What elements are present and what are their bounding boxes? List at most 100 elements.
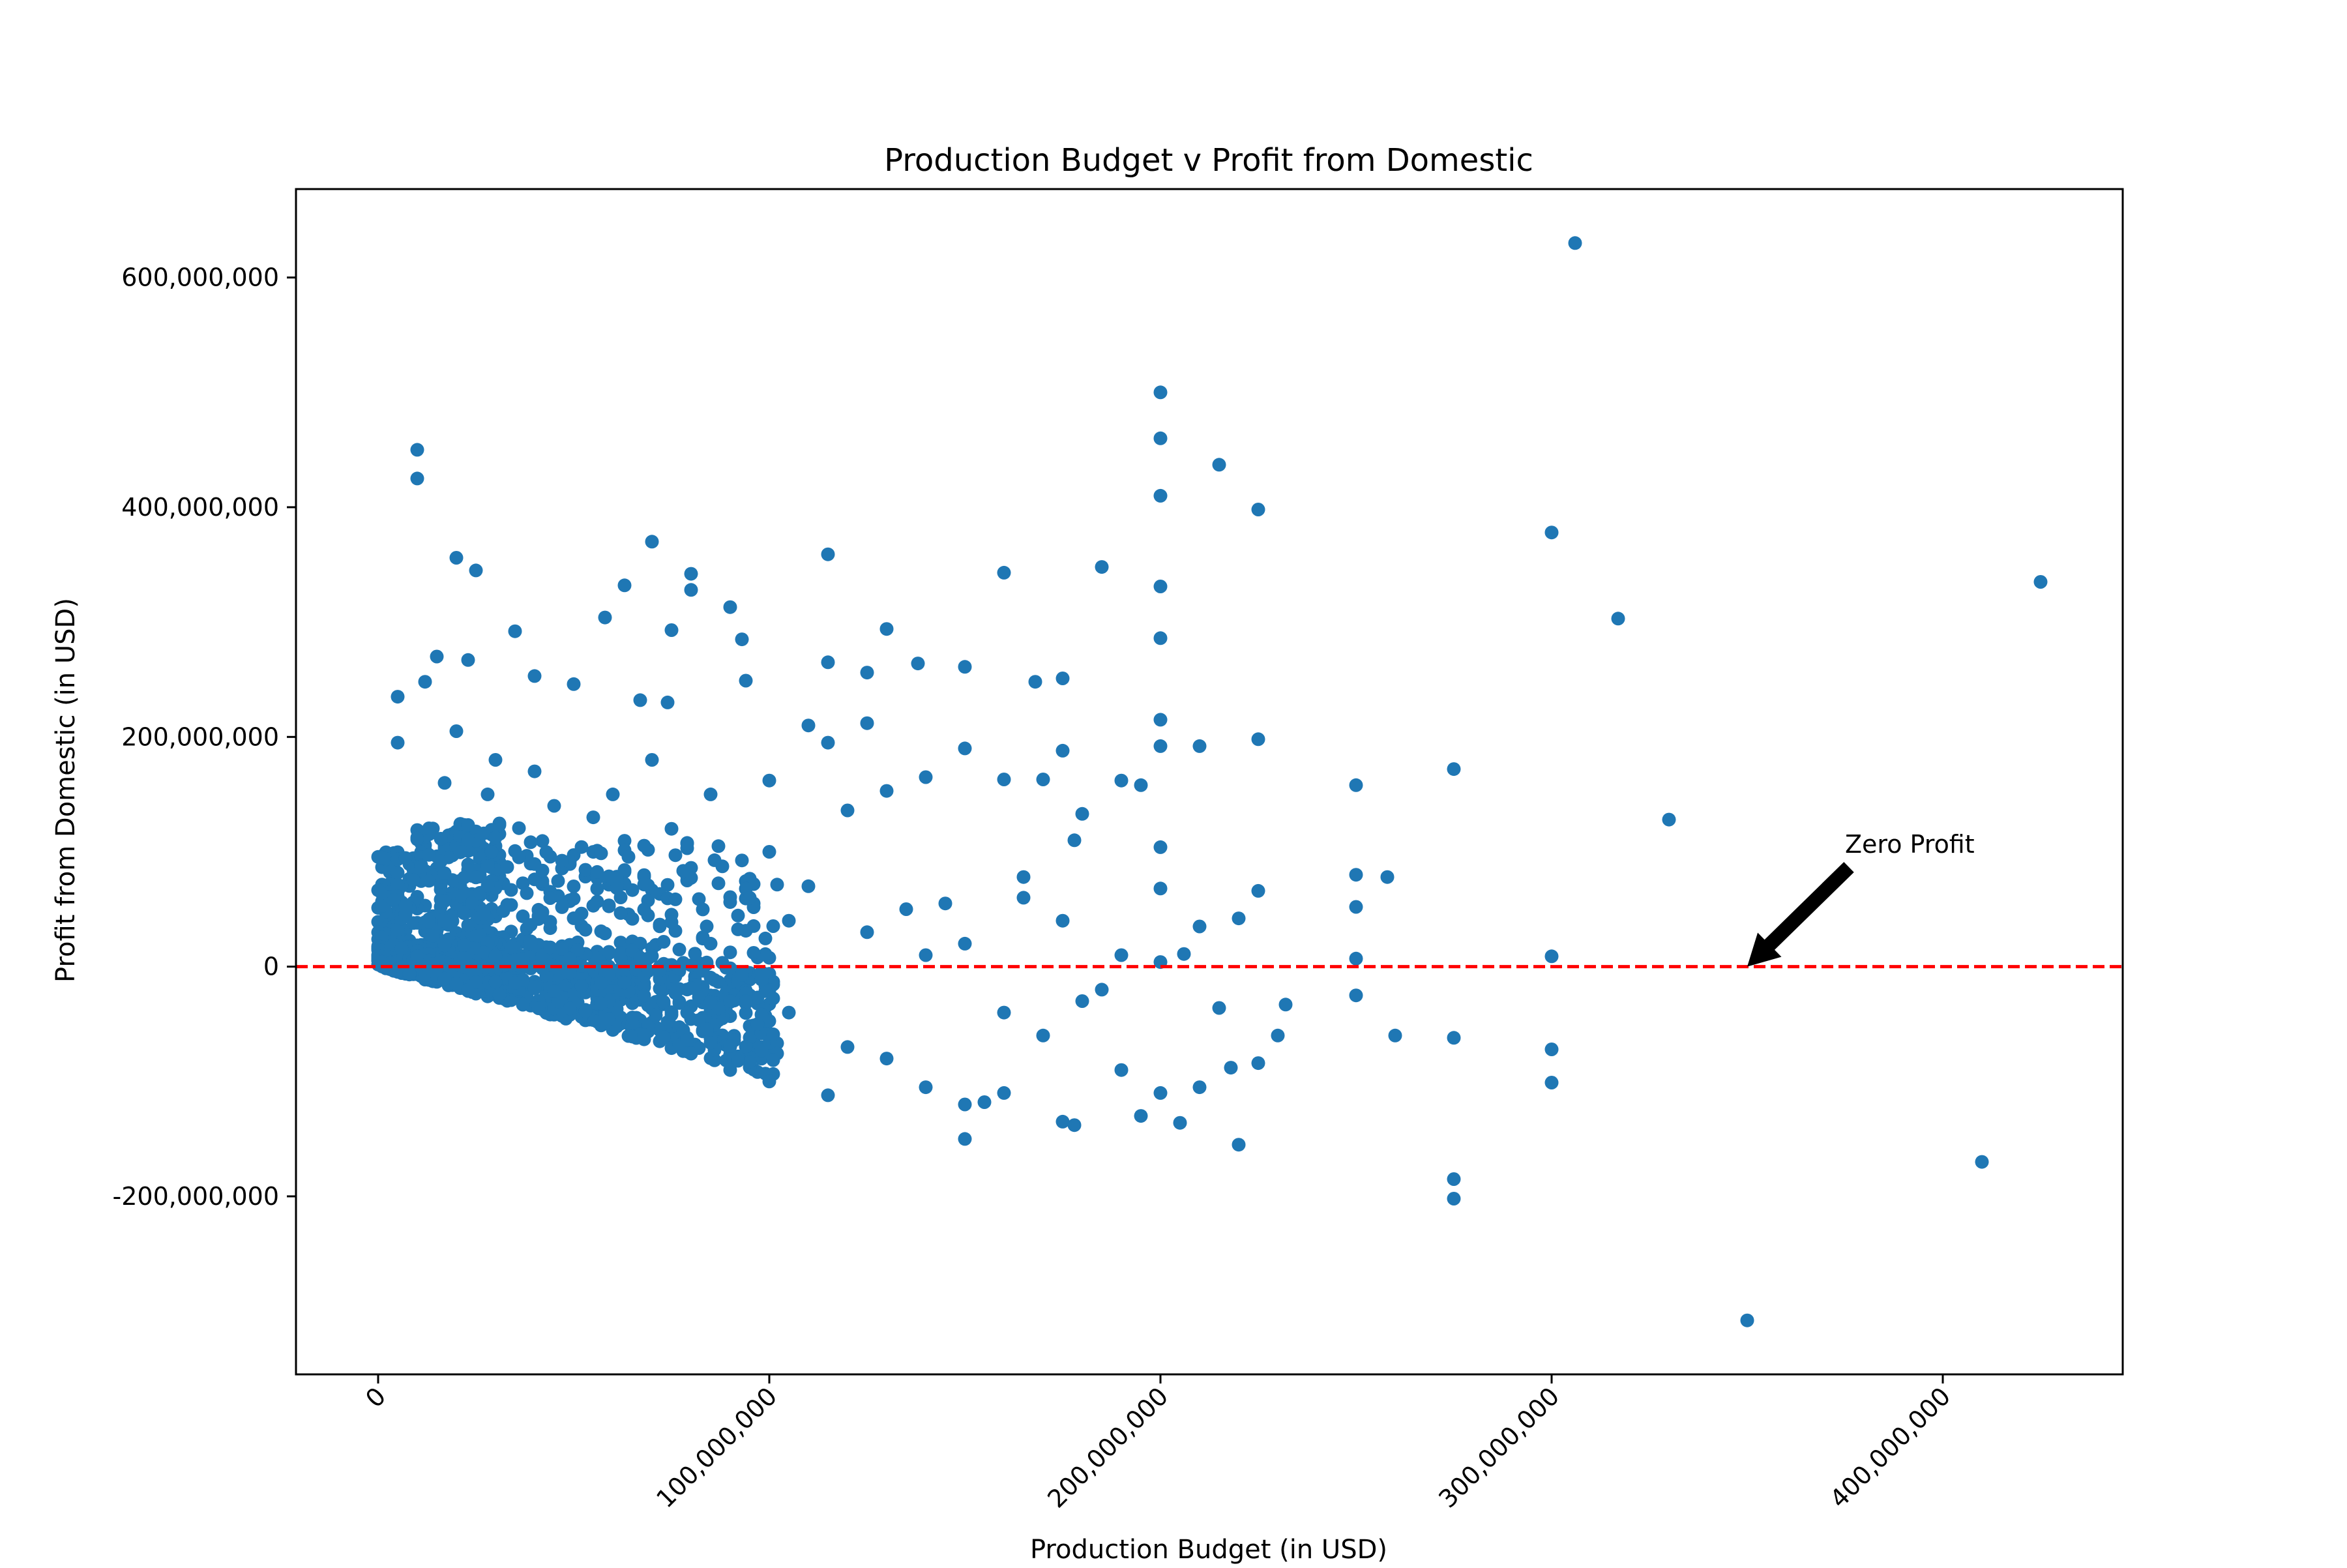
- data-point: [422, 848, 436, 862]
- data-point: [782, 913, 796, 928]
- data-point: [770, 878, 784, 892]
- data-point: [426, 928, 440, 943]
- data-point: [711, 876, 726, 891]
- data-point: [578, 1004, 593, 1018]
- data-point: [711, 975, 726, 989]
- data-point: [633, 951, 647, 965]
- data-point: [524, 918, 538, 932]
- data-point: [512, 821, 526, 835]
- x-axis-label: Production Budget (in USD): [1030, 1535, 1387, 1565]
- data-point: [703, 936, 718, 951]
- data-point: [676, 864, 690, 878]
- data-point: [590, 881, 604, 896]
- data-point: [707, 853, 722, 867]
- data-point: [453, 889, 467, 904]
- x-tick-label: 300,000,000: [1433, 1382, 1565, 1513]
- axes: 0 100,000,000 200,000,000 300,000,000 400,00…: [113, 188, 2124, 1513]
- data-point: [488, 831, 503, 845]
- data-point: [766, 919, 780, 933]
- data-point: [1662, 812, 1676, 827]
- data-point: [578, 863, 593, 877]
- data-point: [1055, 913, 1070, 928]
- data-point: [1232, 1138, 1246, 1152]
- data-point: [649, 1008, 663, 1022]
- data-point: [524, 835, 538, 850]
- data-point: [567, 911, 581, 925]
- data-point: [1153, 431, 1168, 445]
- data-point: [723, 890, 737, 904]
- data-point: [754, 1043, 769, 1058]
- data-point: [1153, 739, 1168, 753]
- data-point: [723, 1039, 737, 1053]
- data-point: [762, 845, 776, 859]
- data-point: [535, 863, 550, 878]
- data-point: [453, 845, 467, 859]
- data-point: [879, 784, 894, 798]
- data-point: [516, 952, 530, 966]
- data-point: [437, 776, 452, 790]
- x-tick-label: 100,000,000: [651, 1382, 782, 1513]
- data-point: [680, 983, 694, 997]
- data-point: [602, 1013, 616, 1026]
- data-point: [457, 960, 471, 974]
- data-point: [731, 908, 745, 923]
- data-point: [1055, 672, 1070, 685]
- data-point: [535, 834, 550, 848]
- data-point: [723, 600, 737, 614]
- data-point: [657, 995, 671, 1009]
- data-point: [1251, 503, 1265, 516]
- data-point: [1036, 1028, 1050, 1043]
- annotation-arrow: [1747, 862, 1854, 967]
- data-point: [625, 1029, 640, 1044]
- data-point: [664, 1007, 679, 1022]
- data-point: [504, 898, 518, 912]
- data-point: [434, 831, 448, 846]
- data-point: [1212, 1001, 1226, 1015]
- data-point: [1153, 881, 1168, 896]
- data-point: [1251, 732, 1265, 747]
- x-tick-label: 0: [360, 1382, 391, 1413]
- data-point: [680, 1033, 694, 1047]
- data-point: [1153, 488, 1168, 503]
- data-point: [477, 826, 491, 840]
- data-point: [410, 949, 424, 963]
- data-point: [958, 1132, 972, 1146]
- data-point: [457, 905, 471, 919]
- data-point: [766, 1053, 780, 1067]
- data-point: [637, 868, 651, 882]
- data-point: [422, 874, 436, 888]
- data-point: [527, 980, 542, 994]
- data-point: [402, 967, 417, 981]
- data-point: [613, 906, 628, 920]
- data-point: [398, 851, 413, 865]
- data-point: [1016, 891, 1031, 905]
- data-point: [1232, 911, 1246, 926]
- data-point: [625, 911, 640, 926]
- data-point: [1028, 675, 1042, 689]
- x-tick-label: 200,000,000: [1042, 1382, 1174, 1513]
- data-point: [821, 1088, 835, 1102]
- data-point: [782, 1005, 796, 1020]
- y-axis-label: Profit from Domestic (in USD): [51, 598, 81, 983]
- data-point: [739, 924, 753, 938]
- data-point: [1192, 739, 1207, 753]
- data-point: [723, 994, 737, 1008]
- data-point: [477, 945, 491, 960]
- data-point: [703, 995, 718, 1009]
- data-point: [1153, 385, 1168, 400]
- data-point: [746, 946, 761, 960]
- data-point: [422, 915, 436, 928]
- data-point: [391, 923, 405, 937]
- data-point: [625, 1011, 640, 1025]
- data-point: [739, 1040, 753, 1054]
- data-point: [437, 894, 452, 908]
- data-point: [1544, 525, 1559, 540]
- y-tick-label: 600,000,000: [121, 263, 279, 292]
- data-point: [1067, 833, 1082, 848]
- data-point: [1447, 1172, 1461, 1186]
- data-point: [766, 991, 780, 1005]
- data-point: [461, 818, 475, 832]
- data-point: [617, 975, 632, 990]
- data-point: [754, 972, 769, 986]
